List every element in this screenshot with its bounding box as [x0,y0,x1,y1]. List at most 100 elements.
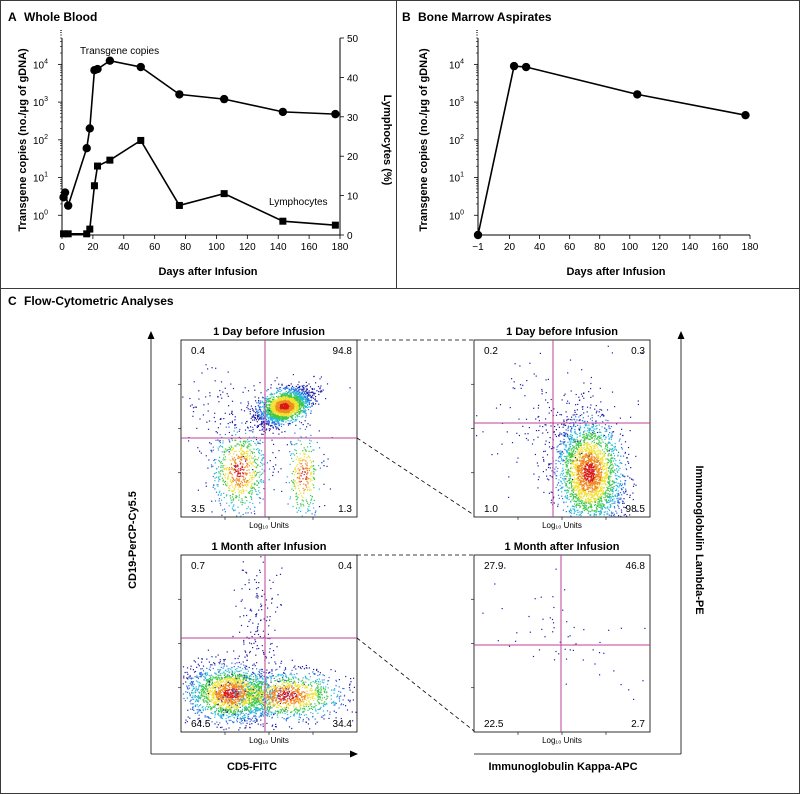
flow-dot [261,462,263,465]
flow-dot [219,442,221,444]
flow-dot [297,463,299,465]
flow-dot [583,462,585,464]
flow-dot [301,390,303,392]
flow-dot [243,444,245,446]
flow-dot [219,502,221,504]
flow-dot [258,418,260,420]
flow-dot [231,476,233,478]
transgene-point [219,94,229,104]
flow-dot [590,480,592,482]
flow-dot [270,415,272,417]
flow-dot [214,421,216,423]
flow-dot [217,427,219,429]
flow-dot [600,469,602,471]
flow-dot [558,457,560,459]
flow-dot [234,424,236,426]
flow-dot [269,400,271,402]
flow-dot [299,428,301,430]
flow-dot [619,467,621,469]
flow-dot [618,515,620,517]
flow-dot [219,490,221,492]
flow-dot [309,392,311,394]
flow-dot [220,418,222,420]
flow-dot [284,405,286,407]
flow-dot [578,483,580,485]
flow-dot [313,499,315,501]
flow-dot [608,514,610,516]
flow-dot [242,479,244,481]
flow-dot [280,417,282,419]
flow-dot [306,401,308,403]
flow-dot [591,471,594,473]
flow-dot [305,467,307,469]
panel-b-y-tick-exponent: 2 [460,134,464,141]
flow-dot [231,468,233,470]
flow-dot [590,490,592,492]
flow-dot [253,471,256,474]
flow-dot [583,455,585,457]
flow-dot [213,484,215,486]
flow-dot [578,446,580,448]
flow-dot [589,470,591,473]
flow-dot [225,473,227,475]
flow-dot [303,447,305,449]
flow-dot [267,407,269,409]
flow-dot [305,460,307,462]
flow-dot [288,413,290,415]
lymphocytes-point [86,225,94,233]
flow-dot [297,384,299,386]
flow-dot [623,514,625,516]
flow-dot [271,402,273,404]
flow-dot [570,483,572,485]
flow-dot [281,393,283,395]
flow-dot [293,444,295,446]
flow-dot [600,446,602,448]
flow-dot [279,423,281,425]
flow-dot [287,424,290,426]
flow-dot [576,457,578,460]
flow-dot [244,478,246,481]
flow-dot [244,472,246,474]
flow-dot [591,462,593,464]
flow-dot [276,391,278,393]
flow-dot [291,410,293,412]
flow-dot [237,488,239,491]
flow-dot [275,404,277,406]
flow-dot [307,508,309,510]
panel-a-y-tick-base: 10 [33,136,45,147]
flow-dot [570,515,572,517]
flow-dot [277,417,279,420]
flow-dot [294,468,296,470]
flow-dot [581,464,583,466]
flow-dot [294,392,296,394]
flow-dot [567,436,569,439]
flow-dot [310,410,312,412]
flow-dot [578,476,580,478]
flow-dot [580,426,582,428]
flow-dot [593,498,595,500]
flow-dot [227,483,229,485]
flow-dot [581,474,583,477]
flow-dot [299,453,301,455]
flow-dot [229,484,231,487]
flow-dot [311,471,313,473]
flow-dot [293,413,295,415]
flow-dot [241,487,243,489]
flow-dot [275,392,277,394]
flow-dot [565,469,567,471]
flow-dot [601,480,603,482]
flow-dot [572,414,574,416]
flow-dot [291,413,293,415]
flow-dot [565,511,567,513]
flow-dot [560,488,562,490]
flow-dot [579,488,581,491]
flow-dot [213,416,215,419]
flow-dot [311,513,313,515]
flow-dot [306,467,309,469]
flow-dot [250,495,252,497]
flow-dot [602,477,604,479]
flow-dot [278,406,280,408]
flow-dot [235,470,237,472]
flow-dot [275,399,277,401]
flow-dot [259,465,261,467]
